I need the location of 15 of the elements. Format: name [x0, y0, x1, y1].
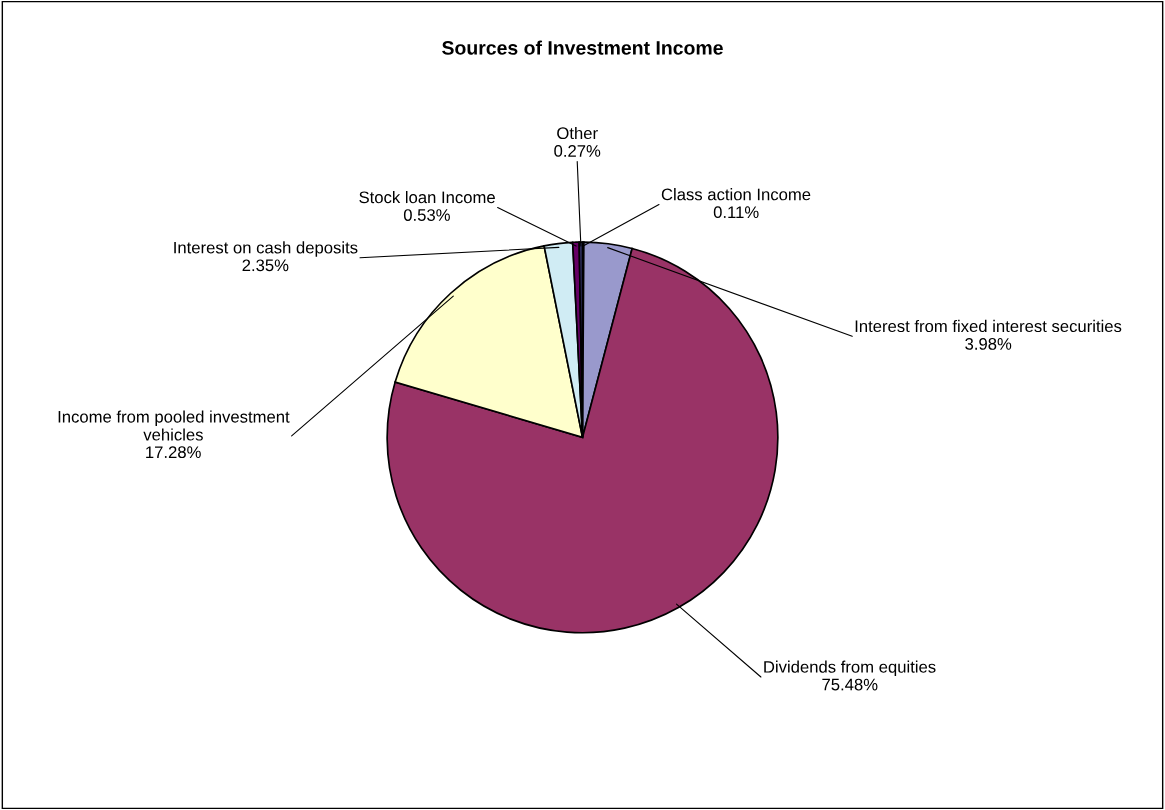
data-label: 2.35% [242, 259, 289, 272]
slice-label: Dividends from equities [764, 660, 936, 677]
data-label: 0.53% [403, 209, 450, 221]
slice-label: Class action Income [661, 188, 811, 201]
data-label: 3.98% [965, 338, 1012, 350]
slice-label: Interest from fixed interest securities [855, 319, 1122, 333]
data-label: 0.11% [713, 206, 759, 219]
slice-label: Stock loan Income [359, 190, 495, 204]
slice-label: Income from pooled investment vehicles [58, 410, 290, 441]
slice-label: Interest on cash deposits [174, 241, 358, 257]
data-label: 75.48% [822, 678, 878, 691]
data-label: 0.27% [554, 145, 601, 157]
slice-label: Other [557, 126, 598, 140]
chart-title: Sources of Investment Income [442, 40, 723, 55]
data-label: 17.28% [146, 446, 201, 459]
